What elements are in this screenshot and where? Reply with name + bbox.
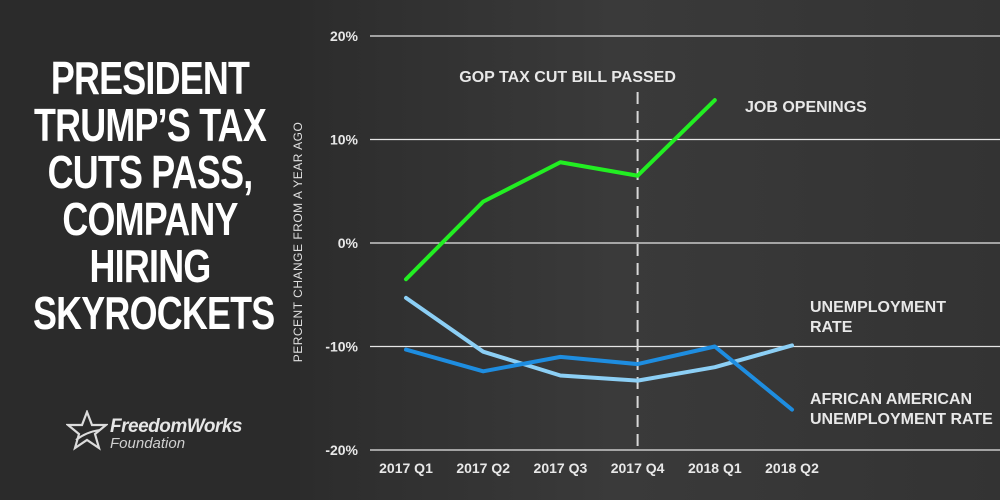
line-chart: 20% 10% 0% -10% -20% 2017 Q1 2017 Q2 2017 Q3 201… <box>291 28 1000 476</box>
y-tick-label: -20% <box>325 442 358 458</box>
x-tick-label: 2017 Q3 <box>534 460 588 476</box>
freedomworks-logo: FreedomWorks Foundation <box>66 410 266 452</box>
series-line-1 <box>404 295 794 383</box>
series-line-2 <box>404 344 794 412</box>
series-label: UNEMPLOYMENT <box>810 299 946 316</box>
series-layer <box>404 98 794 412</box>
grid-layer: 20% 10% 0% -10% -20% 2017 Q1 2017 Q2 2017 Q3 201… <box>325 28 1000 476</box>
chart-background-panel <box>300 0 1000 500</box>
headline-line-3: CUTS PASS, <box>47 146 254 198</box>
label-layer: JOB OPENINGS UNEMPLOYMENT RATE AFRICAN AMER… <box>745 99 993 428</box>
star-icon <box>66 410 108 451</box>
series-line-0 <box>404 98 717 282</box>
x-tick-label: 2018 Q1 <box>688 460 742 476</box>
series-label: JOB OPENINGS <box>745 99 867 116</box>
annotation-label: GOP TAX CUT BILL PASSED <box>459 69 676 86</box>
y-tick-label: -10% <box>325 339 358 355</box>
headline-line-2: TRUMP’S TAX <box>34 99 267 151</box>
headline: PRESIDENT TRUMP’S TAX CUTS PASS, COMPANY… <box>33 52 275 339</box>
logo-subtitle: Foundation <box>110 435 186 452</box>
headline-line-5: HIRING <box>89 240 212 292</box>
y-tick-label: 20% <box>330 28 359 44</box>
y-axis-title: PERCENT CHANGE FROM A YEAR AGO <box>291 122 305 363</box>
x-tick-label: 2017 Q4 <box>611 460 665 476</box>
series-label: AFRICAN AMERICAN <box>810 391 972 408</box>
logo-name: FreedomWorks <box>110 416 242 437</box>
headline-line-4: COMPANY <box>62 193 238 245</box>
x-tick-label: 2018 Q2 <box>765 460 819 476</box>
series-label: RATE <box>810 319 853 336</box>
series-label: UNEMPLOYMENT RATE <box>810 411 993 428</box>
annotation-layer: GOP TAX CUT BILL PASSED <box>459 69 676 450</box>
x-tick-label: 2017 Q1 <box>379 460 433 476</box>
y-tick-label: 10% <box>330 132 359 148</box>
y-tick-label: 0% <box>338 235 359 251</box>
x-tick-label: 2017 Q2 <box>456 460 510 476</box>
headline-line-1: PRESIDENT <box>50 52 250 104</box>
headline-line-6: SKYROCKETS <box>33 287 275 339</box>
